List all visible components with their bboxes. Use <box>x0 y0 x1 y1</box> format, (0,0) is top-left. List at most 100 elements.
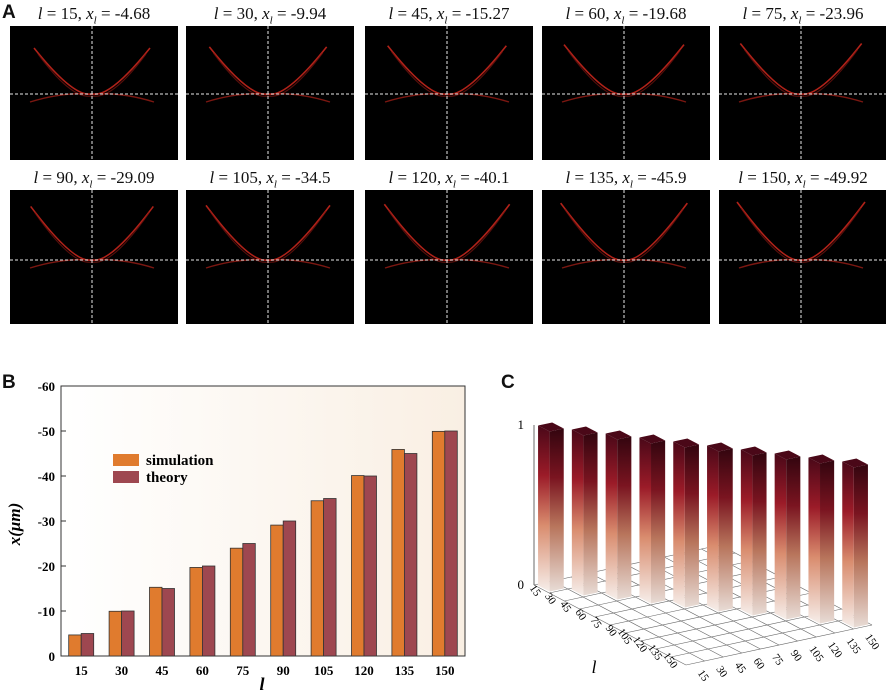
floor-grid-line <box>552 580 705 662</box>
bar-simulation-45 <box>149 586 163 657</box>
field-panel <box>365 26 533 160</box>
y-axis-label: lpredict <box>785 689 829 694</box>
bar-simulation-135 <box>391 449 405 657</box>
field-panel <box>10 26 178 160</box>
y-tick-label: -30 <box>38 514 55 529</box>
column-135 <box>808 454 835 624</box>
y-tick-label: -20 <box>38 559 55 574</box>
bar-theory-120 <box>363 475 377 657</box>
field-panel <box>186 26 354 160</box>
z-tick-label: 1 <box>518 417 525 432</box>
x-tick-label: 30 <box>542 591 558 607</box>
field-panel <box>719 190 886 324</box>
panel-title: l = 135, xl = -45.9 <box>565 168 687 191</box>
z-tick-label: 0 <box>518 577 525 592</box>
panel-title: l = 30, xl = -9.94 <box>213 4 327 27</box>
x-tick-label: 30 <box>115 663 128 678</box>
panel-title: l = 105, xl = -34.5 <box>209 168 331 191</box>
x-tick-label: 60 <box>572 607 588 623</box>
x-tick-label: 45 <box>557 599 573 615</box>
field-panel <box>186 190 354 324</box>
bar-simulation-90 <box>270 524 284 657</box>
y-tick-label: -10 <box>38 604 55 619</box>
y-tick-label: 45 <box>732 660 748 676</box>
floor-grid-line <box>533 584 687 666</box>
x-tick-label: 150 <box>435 663 455 678</box>
bar-simulation-120 <box>351 475 365 657</box>
field-panel <box>542 190 710 324</box>
bar-simulation-15 <box>68 634 82 657</box>
panel-title: l = 15, xl = -4.68 <box>37 4 151 27</box>
x-tick-label: 120 <box>354 663 374 678</box>
y-tick-label: -60 <box>38 379 55 394</box>
column-15 <box>538 422 564 592</box>
y-tick-label: 120 <box>825 640 845 661</box>
legend: simulation theory <box>113 453 214 486</box>
field-panel <box>719 26 886 160</box>
column-120 <box>774 450 801 620</box>
panel-b-label: B <box>2 372 16 393</box>
column-60 <box>639 434 666 604</box>
panel-c-label: C <box>501 372 515 393</box>
floor-grid-line <box>608 568 761 650</box>
field-panel <box>10 190 178 324</box>
y-tick-label: 75 <box>769 652 785 668</box>
y-tick-label: 135 <box>844 636 864 657</box>
field-panel <box>365 190 533 324</box>
y-tick-label: 90 <box>788 648 804 664</box>
panel-title: l = 120, xl = -40.1 <box>388 168 510 191</box>
bar-theory-45 <box>161 588 175 657</box>
bar-theory-90 <box>282 520 297 657</box>
x-tick-label: 60 <box>196 663 209 678</box>
y-tick-label: 0 <box>49 649 56 664</box>
bar-theory-135 <box>403 453 418 657</box>
x-tick-label: 45 <box>156 663 170 678</box>
y-tick-label: 150 <box>862 632 882 653</box>
bar-simulation-105 <box>310 500 325 657</box>
x-tick-label: 105 <box>314 663 334 678</box>
legend-label-simulation: simulation <box>146 453 214 469</box>
column-150 <box>842 458 868 628</box>
bar-theory-30 <box>121 610 135 657</box>
column-45 <box>605 430 632 600</box>
bar-simulation-60 <box>189 567 203 657</box>
y-axis-label: x(μm) <box>5 503 24 547</box>
bar-theory-105 <box>323 498 337 657</box>
legend-label-theory: theory <box>146 470 188 486</box>
y-tick-label: -40 <box>38 469 55 484</box>
panel-title: l = 60, xl = -19.68 <box>565 4 687 27</box>
x-tick-label: 135 <box>395 663 415 678</box>
column-30 <box>571 426 598 596</box>
panel-title: l = 90, xl = -29.09 <box>33 168 155 191</box>
bar-simulation-150 <box>431 430 446 657</box>
x-tick-label: 90 <box>277 663 290 678</box>
panel-title: l = 75, xl = -23.96 <box>742 4 864 27</box>
panel-title: l = 45, xl = -15.27 <box>388 4 510 27</box>
bar-theory-60 <box>201 565 216 657</box>
bar-theory-75 <box>242 543 256 657</box>
y-tick-label: -50 <box>38 424 55 439</box>
bar-theory-15 <box>80 633 95 657</box>
x-axis-label: l <box>259 674 264 692</box>
bar-theory-150 <box>444 430 458 657</box>
panel-a-label: A <box>2 2 16 23</box>
panel-title: l = 150, xl = -49.92 <box>738 168 868 191</box>
y-tick-label: 60 <box>751 656 767 672</box>
legend-swatch-simulation <box>113 454 139 466</box>
bar-simulation-75 <box>229 547 244 657</box>
x-tick-label: 15 <box>75 663 89 678</box>
column-105 <box>740 446 767 616</box>
y-tick-label: 15 <box>695 668 711 684</box>
bar-chart: 0 -10 -20 -30 -40 -50 -60 15 30 45 60 75 90 105 120 13… <box>5 379 466 692</box>
y-tick-label: 30 <box>713 664 729 680</box>
column-90 <box>707 442 733 612</box>
field-panel <box>542 26 710 160</box>
legend-swatch-theory <box>113 471 139 483</box>
x-axis-label: l <box>591 657 596 677</box>
x-tick-label: 75 <box>236 663 250 678</box>
x-tick-label: 75 <box>588 615 604 631</box>
bar-simulation-30 <box>108 610 122 657</box>
column-75 <box>673 438 699 608</box>
y-tick-label: 105 <box>806 644 826 665</box>
